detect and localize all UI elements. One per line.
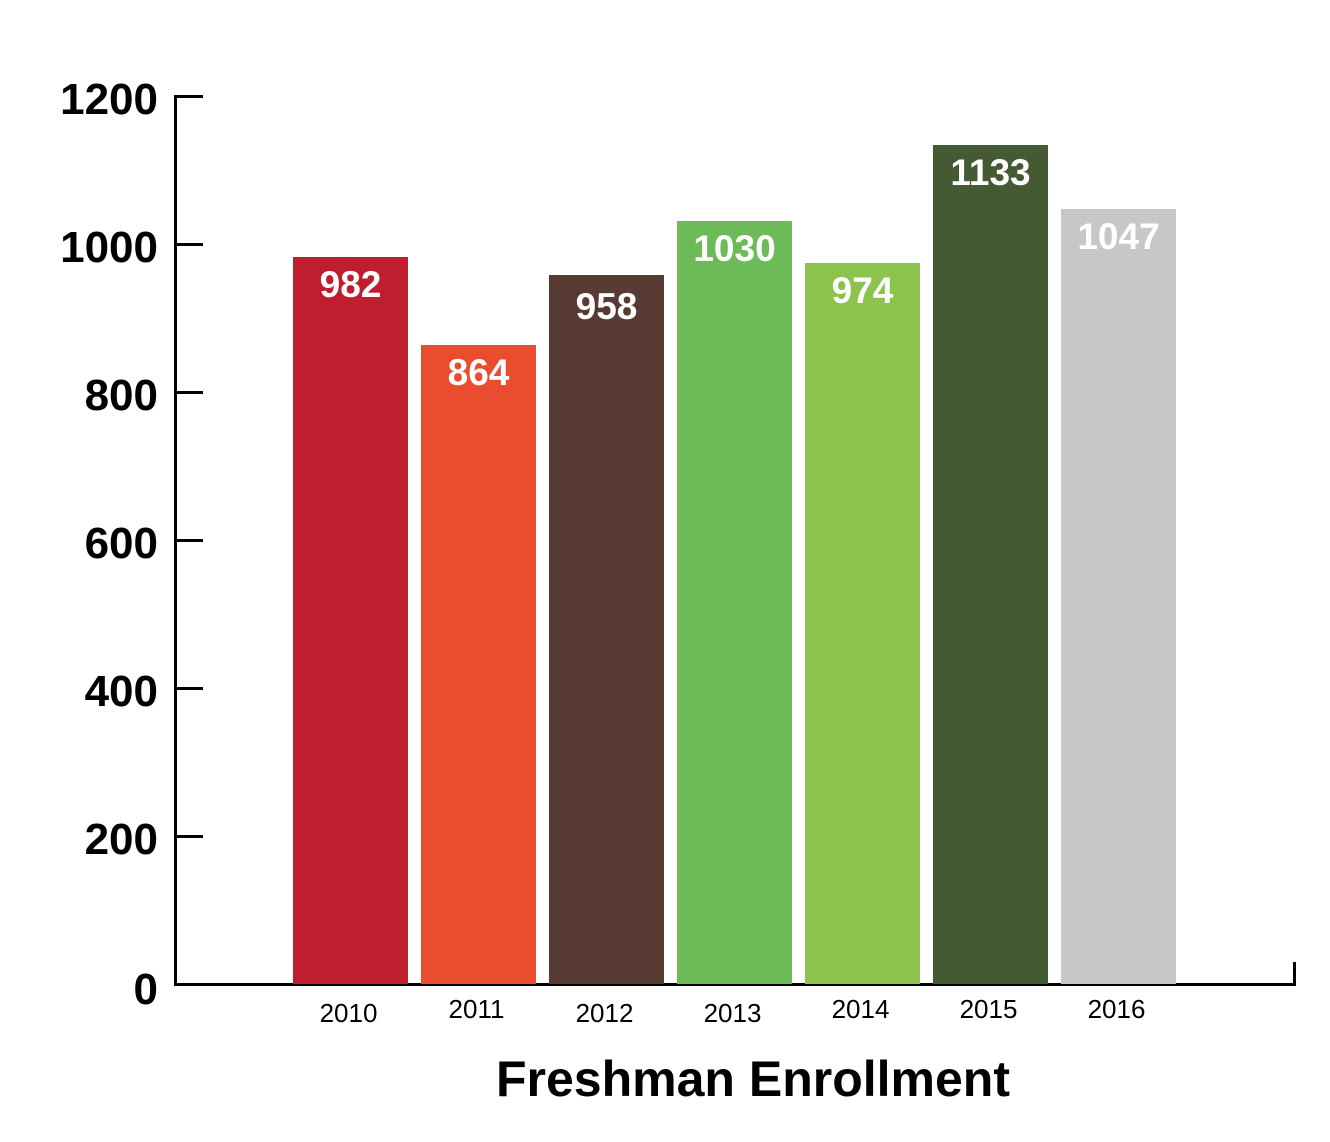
y-tick-label: 1200 — [60, 75, 158, 124]
y-tick-600 — [176, 539, 203, 542]
bar-value-label: 982 — [319, 264, 382, 305]
x-tick-label: 2013 — [703, 998, 762, 1028]
y-tick-label: 0 — [133, 965, 158, 1014]
bar-value-label: 974 — [831, 270, 894, 311]
y-axis-line — [174, 95, 177, 986]
bar-2015: 1133 — [933, 145, 1048, 984]
y-tick-label: 1000 — [60, 223, 158, 272]
y-tick-200 — [176, 835, 203, 838]
y-tick-label: 200 — [84, 815, 158, 864]
x-tick-label: 2011 — [448, 994, 505, 1024]
x-axis-title: Freshman Enrollment — [496, 1051, 1010, 1107]
y-tick-label: 600 — [84, 519, 158, 568]
x-axis-line — [174, 983, 1296, 986]
bar-value-label: 864 — [447, 352, 510, 393]
bar-2012: 958 — [549, 275, 664, 984]
bar-2010: 982 — [293, 257, 408, 984]
x-tick-label: 2010 — [319, 998, 378, 1028]
x-tick-label: 2016 — [1087, 994, 1146, 1024]
y-tick-label: 800 — [84, 371, 158, 420]
y-tick-800 — [176, 391, 203, 394]
x-tick-label: 2015 — [959, 994, 1018, 1024]
x-tick-label: 2012 — [575, 998, 634, 1028]
y-tick-label: 400 — [84, 667, 158, 716]
bar-value-label: 1030 — [693, 228, 776, 269]
y-tick-1200 — [176, 95, 203, 98]
y-tick-400 — [176, 687, 203, 690]
bar-2013: 1030 — [677, 221, 792, 984]
bar-2011: 864 — [421, 345, 536, 984]
x-tick-label: 2014 — [831, 994, 890, 1024]
bar-2016: 1047 — [1061, 209, 1176, 984]
bar-value-label: 1133 — [950, 152, 1031, 193]
x-axis-end-tick — [1293, 962, 1296, 986]
bar-value-label: 958 — [575, 286, 638, 327]
bar-value-label: 1047 — [1077, 216, 1160, 257]
y-tick-1000 — [176, 243, 203, 246]
bar-2014: 974 — [805, 263, 920, 984]
